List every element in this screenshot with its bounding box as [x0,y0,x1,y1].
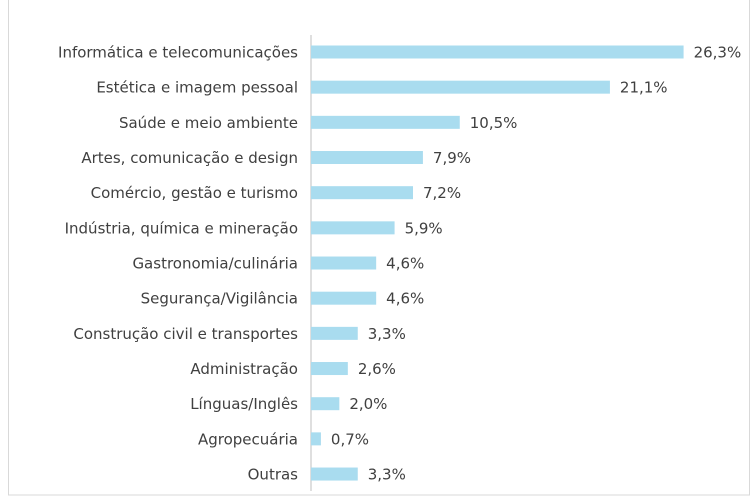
category-label: Estética e imagem pessoal [96,79,298,97]
value-label: 7,9% [433,149,471,167]
bar [311,115,460,129]
category-label: Indústria, química e mineração [65,219,298,237]
value-label: 4,6% [386,290,424,308]
bar [311,80,610,94]
category-label: Línguas/Inglês [190,395,298,413]
category-label: Saúde e meio ambiente [119,114,298,132]
value-label: 3,3% [368,466,406,484]
category-label: Gastronomia/culinária [132,255,298,273]
value-label: 2,6% [358,360,396,378]
value-label: 7,2% [423,184,461,202]
category-label: Administração [190,360,298,378]
value-label: 21,1% [620,79,668,97]
value-label: 3,3% [368,325,406,343]
bar [311,467,358,481]
category-label: Outras [248,466,299,484]
value-label: 4,6% [386,255,424,273]
value-label: 0,7% [331,430,369,448]
category-label: Comércio, gestão e turismo [91,184,298,202]
bar [311,397,340,411]
bar [311,45,684,59]
bar [311,256,377,270]
bar [311,186,413,200]
bar [311,291,377,305]
chart-frame [8,0,750,496]
category-label: Segurança/Vigilância [141,290,298,308]
category-label: Informática e telecomunicações [58,44,298,62]
value-label: 10,5% [470,114,518,132]
bar [311,221,395,235]
bar [311,362,348,376]
bar [311,151,423,165]
category-label: Construção civil e transportes [73,325,298,343]
value-label: 5,9% [405,219,443,237]
bar [311,326,358,340]
bar [311,432,321,446]
category-label: Artes, comunicação e design [81,149,298,167]
category-label: Agropecuária [198,430,298,448]
value-label: 2,0% [349,395,387,413]
value-label: 26,3% [694,44,742,62]
